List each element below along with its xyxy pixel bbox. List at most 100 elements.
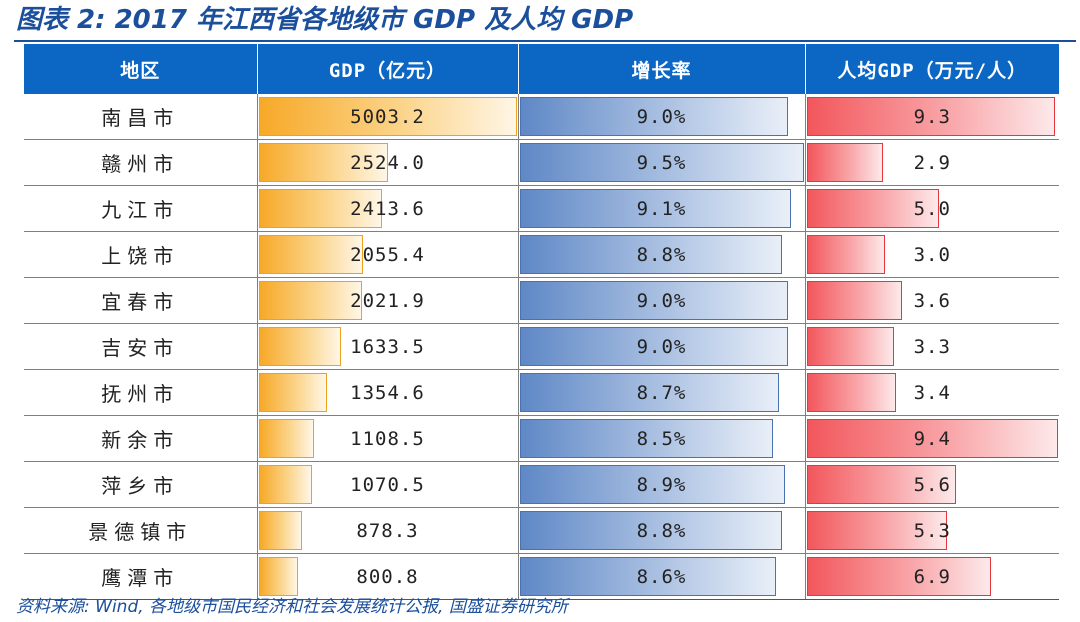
gdp-cell: 1108.5 — [256, 415, 518, 462]
table-row: 抚州市 1354.6 8.7% 3.4 — [24, 369, 1059, 416]
header-growth: 增长率 — [517, 44, 805, 94]
gdp-value: 1108.5 — [350, 427, 425, 450]
per-capita-gdp-data-bar — [806, 281, 902, 320]
per-capita-gdp-data-bar — [806, 189, 940, 228]
growth-cell: 9.5% — [517, 139, 805, 186]
region-cell: 萍乡市 — [24, 461, 257, 508]
gdp-cell: 1633.5 — [256, 323, 518, 370]
gdp-value: 1633.5 — [350, 335, 425, 358]
per-capita-gdp-cell: 5.3 — [804, 507, 1059, 554]
per-capita-gdp-data-bar — [806, 557, 991, 596]
gdp-cell: 2021.9 — [256, 277, 518, 324]
header-per-capita-gdp: 人均GDP（万元/人） — [804, 44, 1059, 94]
growth-cell: 9.0% — [517, 323, 805, 370]
per-capita-gdp-cell: 3.4 — [804, 369, 1059, 416]
table-row: 鹰潭市 800.8 8.6% 6.9 — [24, 553, 1059, 600]
figure-title: 图表 2: 2017 年江西省各地级市 GDP 及人均 GDP — [16, 5, 634, 35]
table-row: 景德镇市 878.3 8.8% 5.3 — [24, 507, 1059, 554]
region-cell: 景德镇市 — [24, 507, 257, 554]
per-capita-gdp-data-bar — [806, 235, 886, 274]
gdp-value: 2413.6 — [350, 197, 425, 220]
per-capita-gdp-cell: 5.6 — [804, 461, 1059, 508]
growth-value: 8.6% — [636, 565, 687, 588]
gdp-data-bar — [258, 557, 299, 596]
gdp-data-bar — [258, 327, 342, 366]
per-capita-gdp-value: 9.4 — [913, 427, 951, 450]
growth-value: 8.7% — [636, 381, 687, 404]
gdp-cell: 1354.6 — [256, 369, 518, 416]
growth-cell: 8.8% — [517, 231, 805, 278]
header-gdp: GDP（亿元） — [256, 44, 518, 94]
table-row: 宜春市 2021.9 9.0% 3.6 — [24, 277, 1059, 324]
per-capita-gdp-data-bar — [806, 327, 894, 366]
table-row: 上饶市 2055.4 8.8% 3.0 — [24, 231, 1059, 278]
growth-value: 8.8% — [636, 519, 687, 542]
gdp-table-container: 地区 GDP（亿元） 增长率 人均GDP（万元/人） 南昌市 5003.2 9.0%… — [24, 44, 1059, 600]
region-cell: 南昌市 — [24, 94, 257, 140]
growth-value: 9.0% — [636, 289, 687, 312]
table-header-row: 地区 GDP（亿元） 增长率 人均GDP（万元/人） — [24, 44, 1059, 94]
gdp-data-bar — [258, 189, 382, 228]
gdp-value: 2055.4 — [350, 243, 425, 266]
gdp-data-bar — [258, 235, 364, 274]
region-cell: 上饶市 — [24, 231, 257, 278]
gdp-cell: 2413.6 — [256, 185, 518, 232]
region-cell: 吉安市 — [24, 323, 257, 370]
region-cell: 新余市 — [24, 415, 257, 462]
gdp-value: 2021.9 — [350, 289, 425, 312]
gdp-data-bar — [258, 373, 327, 412]
per-capita-gdp-cell: 6.9 — [804, 553, 1059, 600]
per-capita-gdp-data-bar — [806, 511, 948, 550]
growth-cell: 9.1% — [517, 185, 805, 232]
gdp-value: 1070.5 — [350, 473, 425, 496]
growth-data-bar — [519, 327, 789, 366]
per-capita-gdp-cell: 3.6 — [804, 277, 1059, 324]
gdp-cell: 2524.0 — [256, 139, 518, 186]
gdp-data-bar — [258, 465, 313, 504]
gdp-data-bar — [258, 97, 517, 136]
table-row: 九江市 2413.6 9.1% 5.0 — [24, 185, 1059, 232]
region-cell: 宜春市 — [24, 277, 257, 324]
growth-data-bar — [519, 235, 783, 274]
per-capita-gdp-cell: 9.4 — [804, 415, 1059, 462]
growth-cell: 8.6% — [517, 553, 805, 600]
growth-value: 8.5% — [636, 427, 687, 450]
table-row: 萍乡市 1070.5 8.9% 5.6 — [24, 461, 1059, 508]
table-row: 赣州市 2524.0 9.5% 2.9 — [24, 139, 1059, 186]
region-cell: 赣州市 — [24, 139, 257, 186]
per-capita-gdp-value: 3.3 — [913, 335, 951, 358]
source-note: 资料来源: Wind, 各地级市国民经济和社会发展统计公报, 国盛证券研究所 — [16, 597, 568, 617]
table-body: 南昌市 5003.2 9.0% 9.3 赣州市 2524.0 9.5% 2.9 九江市 2413.… — [24, 94, 1059, 600]
growth-data-bar — [519, 511, 783, 550]
gdp-data-bar — [258, 511, 303, 550]
title-divider — [14, 40, 1076, 42]
per-capita-gdp-cell: 9.3 — [804, 94, 1059, 140]
gdp-cell: 5003.2 — [256, 94, 518, 140]
per-capita-gdp-cell: 3.3 — [804, 323, 1059, 370]
growth-cell: 8.7% — [517, 369, 805, 416]
per-capita-gdp-data-bar — [806, 143, 883, 182]
per-capita-gdp-value: 5.6 — [913, 473, 951, 496]
growth-cell: 8.5% — [517, 415, 805, 462]
gdp-table: 地区 GDP（亿元） 增长率 人均GDP（万元/人） 南昌市 5003.2 9.0%… — [24, 44, 1059, 600]
growth-value: 9.1% — [636, 197, 687, 220]
gdp-cell: 1070.5 — [256, 461, 518, 508]
growth-data-bar — [519, 419, 774, 458]
per-capita-gdp-value: 3.4 — [913, 381, 951, 404]
region-cell: 鹰潭市 — [24, 553, 257, 600]
region-cell: 抚州市 — [24, 369, 257, 416]
gdp-cell: 800.8 — [256, 553, 518, 600]
gdp-cell: 2055.4 — [256, 231, 518, 278]
growth-data-bar — [519, 281, 789, 320]
growth-value: 8.9% — [636, 473, 687, 496]
gdp-data-bar — [258, 281, 362, 320]
per-capita-gdp-cell: 2.9 — [804, 139, 1059, 186]
per-capita-gdp-value: 3.6 — [913, 289, 951, 312]
growth-value: 9.5% — [636, 151, 687, 174]
gdp-cell: 878.3 — [256, 507, 518, 554]
gdp-value: 800.8 — [356, 565, 419, 588]
growth-data-bar — [519, 373, 780, 412]
per-capita-gdp-cell: 5.0 — [804, 185, 1059, 232]
per-capita-gdp-value: 9.3 — [913, 105, 951, 128]
growth-cell: 8.8% — [517, 507, 805, 554]
